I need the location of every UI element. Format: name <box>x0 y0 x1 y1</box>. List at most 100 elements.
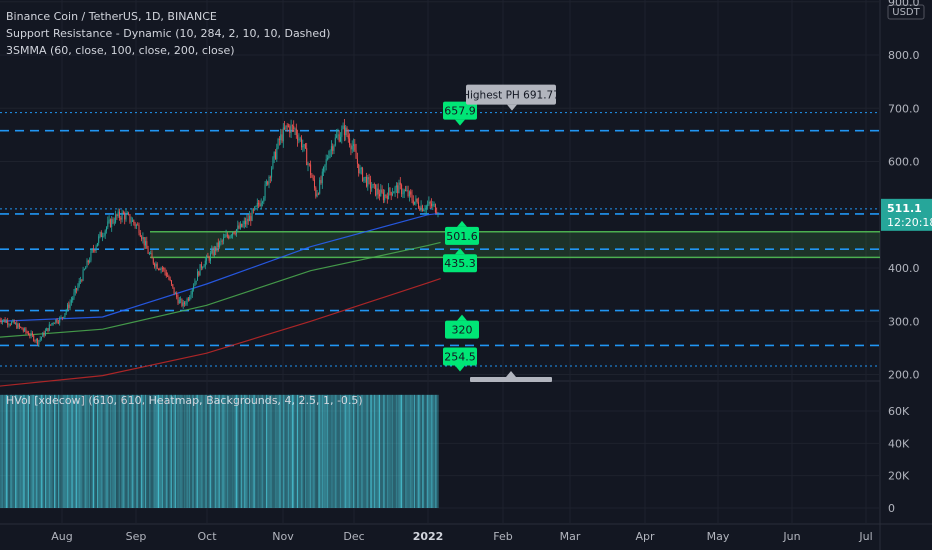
candle-body[interactable] <box>169 279 171 281</box>
candle-body[interactable] <box>385 194 387 196</box>
candle-body[interactable] <box>161 268 163 269</box>
time-label[interactable]: Jul <box>858 530 872 543</box>
candle-body[interactable] <box>96 242 98 247</box>
time-label[interactable]: Oct <box>197 530 217 543</box>
candle-body[interactable] <box>145 241 146 246</box>
candle-body[interactable] <box>9 324 11 326</box>
candle-body[interactable] <box>197 271 198 281</box>
candle-body[interactable] <box>307 163 309 166</box>
candle-body[interactable] <box>334 137 336 146</box>
candle-body[interactable] <box>191 289 193 295</box>
candle-body[interactable] <box>310 164 312 175</box>
candle-body[interactable] <box>91 249 93 252</box>
candle-body[interactable] <box>340 136 341 142</box>
candle-body[interactable] <box>2 320 3 323</box>
candle-body[interactable] <box>277 138 279 149</box>
candle-body[interactable] <box>34 340 36 342</box>
candle-body[interactable] <box>402 193 404 195</box>
candle-body[interactable] <box>29 335 31 337</box>
candle-body[interactable] <box>82 269 84 281</box>
candle-body[interactable] <box>117 211 119 217</box>
candle-body[interactable] <box>429 201 431 204</box>
candle-body[interactable] <box>35 338 37 341</box>
candle-body[interactable] <box>216 242 218 251</box>
candle-body[interactable] <box>202 267 204 269</box>
candle-body[interactable] <box>221 240 223 242</box>
candle-body[interactable] <box>212 249 214 255</box>
candle-body[interactable] <box>24 328 26 331</box>
candle-body[interactable] <box>259 204 261 206</box>
candle-body[interactable] <box>119 211 120 218</box>
candle-body[interactable] <box>412 200 414 205</box>
candle-body[interactable] <box>41 336 42 339</box>
indicator-support-resistance[interactable]: Support Resistance - Dynamic (10, 284, 2… <box>6 27 331 40</box>
candle-body[interactable] <box>42 332 44 337</box>
candle-body[interactable] <box>61 317 63 318</box>
candle-body[interactable] <box>7 320 9 325</box>
candle-body[interactable] <box>47 328 49 331</box>
candle-body[interactable] <box>420 205 422 211</box>
candle-body[interactable] <box>436 212 438 214</box>
candle-body[interactable] <box>295 128 297 136</box>
candle-body[interactable] <box>354 144 356 151</box>
candle-body[interactable] <box>375 184 377 196</box>
candle-body[interactable] <box>410 191 412 195</box>
candle-body[interactable] <box>273 151 275 158</box>
candle-body[interactable] <box>381 189 383 193</box>
candle-body[interactable] <box>288 125 289 127</box>
candle-body[interactable] <box>264 184 266 198</box>
candle-body[interactable] <box>363 177 365 181</box>
candle-body[interactable] <box>256 202 258 207</box>
candle-body[interactable] <box>238 225 240 229</box>
candle-body[interactable] <box>126 213 128 215</box>
candle-body[interactable] <box>393 192 395 194</box>
candle-body[interactable] <box>414 201 416 205</box>
candle-body[interactable] <box>415 198 417 202</box>
candle-body[interactable] <box>234 233 236 235</box>
candle-body[interactable] <box>306 148 308 166</box>
candle-body[interactable] <box>343 125 345 136</box>
candle-body[interactable] <box>219 241 221 248</box>
candle-body[interactable] <box>94 250 96 251</box>
candle-body[interactable] <box>268 176 270 185</box>
candle-body[interactable] <box>362 168 364 181</box>
candle-body[interactable] <box>17 324 19 329</box>
candle-body[interactable] <box>89 260 91 263</box>
candle-body[interactable] <box>336 135 338 138</box>
candle-body[interactable] <box>85 267 87 270</box>
candle-body[interactable] <box>282 127 284 142</box>
candle-body[interactable] <box>155 263 157 267</box>
candle-body[interactable] <box>128 213 130 215</box>
candle-body[interactable] <box>39 338 41 341</box>
candle-body[interactable] <box>60 317 62 318</box>
candle-body[interactable] <box>377 188 379 195</box>
candle-body[interactable] <box>87 260 89 263</box>
candle-body[interactable] <box>103 235 105 237</box>
candle-body[interactable] <box>424 209 426 211</box>
candle-body[interactable] <box>382 192 384 201</box>
candle-body[interactable] <box>408 191 410 197</box>
candle-body[interactable] <box>285 125 287 129</box>
candle-body[interactable] <box>342 125 344 129</box>
candle-body[interactable] <box>263 197 265 202</box>
candle-body[interactable] <box>418 202 419 208</box>
candle-body[interactable] <box>99 232 101 237</box>
candle-body[interactable] <box>303 144 305 146</box>
candle-body[interactable] <box>176 292 178 298</box>
time-label[interactable]: Dec <box>343 530 364 543</box>
candle-body[interactable] <box>246 218 248 225</box>
candle-body[interactable] <box>83 269 85 270</box>
candle-body[interactable] <box>332 146 334 151</box>
candle-body[interactable] <box>390 192 392 196</box>
candle-body[interactable] <box>59 317 61 323</box>
candle-body[interactable] <box>315 187 317 197</box>
candle-body[interactable] <box>360 168 362 170</box>
candle-body[interactable] <box>146 241 148 249</box>
candle-body[interactable] <box>180 299 182 301</box>
candle-body[interactable] <box>26 331 28 334</box>
candle-body[interactable] <box>355 150 357 159</box>
candle-body[interactable] <box>269 176 271 178</box>
candle-body[interactable] <box>100 232 102 238</box>
candle-body[interactable] <box>204 260 206 267</box>
candle-body[interactable] <box>434 204 436 213</box>
